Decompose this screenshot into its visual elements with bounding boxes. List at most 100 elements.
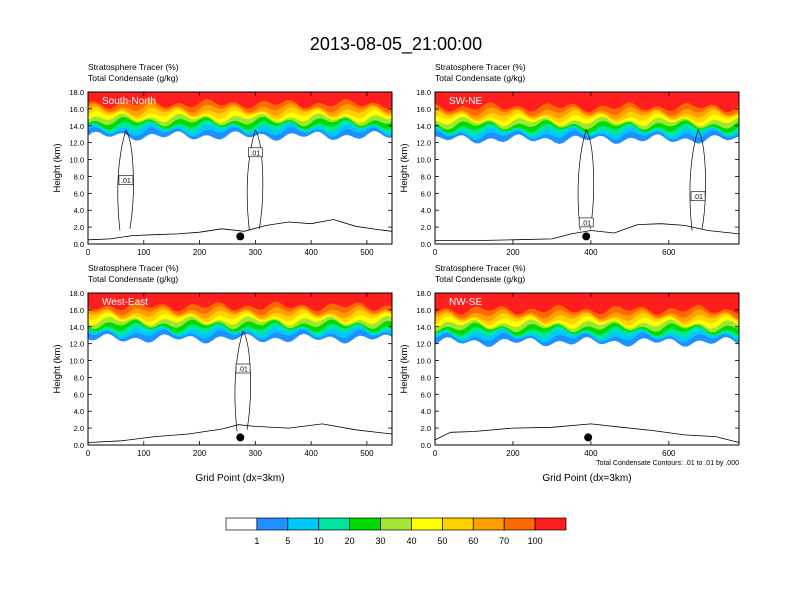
- colorbar-swatch: [411, 517, 443, 531]
- x-tick-label: 500: [360, 248, 374, 257]
- x-tick-label: 0: [433, 449, 438, 458]
- field-label-tracer: Stratosphere Tracer (%): [88, 62, 179, 72]
- y-tick-label: 12.0: [69, 340, 84, 349]
- field-label-tracer: Stratosphere Tracer (%): [435, 263, 526, 273]
- colorbar-label: 60: [468, 536, 478, 546]
- y-tick-label: 6.0: [421, 390, 431, 399]
- location-marker: [582, 232, 591, 241]
- plot-frame: [87, 91, 393, 245]
- panel-nw-se: 0 200 400 600 0.0 2.0 4.0 6.0 8.0 10.0 12.0 14.0 16.…: [399, 263, 740, 484]
- plot-frame: [434, 91, 740, 245]
- panel-south-north: .01 .01 0 100 200 300 400 500 0.0 2.0 4.0 6.0 8.0 10.…: [52, 62, 393, 257]
- y-tick-label: 14.0: [69, 323, 84, 332]
- colorbar-label: 20: [345, 536, 355, 546]
- y-tick-label: 16.0: [69, 306, 84, 315]
- contour-note: Total Condensate Contours: .01 to .01 by…: [596, 460, 739, 467]
- x-tick-label: 0: [433, 248, 438, 257]
- panels: .01 .01 0 100 200 300 400 500 0.0 2.0 4.0 6.0 8.0 10.…: [52, 62, 740, 484]
- y-tick-label: 0.0: [421, 240, 431, 249]
- contour-label: .01: [238, 367, 248, 374]
- y-tick-label: 4.0: [421, 407, 431, 416]
- contour-label: .01: [693, 194, 703, 201]
- x-tick-label: 300: [249, 449, 263, 458]
- tracer-band-top: [88, 92, 392, 99]
- condensate-contour: [117, 129, 134, 231]
- contour-label: .01: [581, 220, 591, 227]
- colorbar-label: 40: [406, 536, 416, 546]
- y-tick-label: 0.0: [421, 441, 431, 450]
- colorbar-swatch: [256, 517, 289, 531]
- location-marker: [584, 433, 593, 442]
- colorbar-swatch: [318, 517, 350, 531]
- contour-label-box: [235, 363, 251, 374]
- colorbar-swatch: [503, 517, 536, 531]
- y-tick-label: 8.0: [74, 172, 84, 181]
- plot-frame: [434, 292, 740, 446]
- x-tick-label: 200: [193, 248, 207, 257]
- colorbar-swatch: [349, 517, 381, 531]
- tracer-field: [435, 293, 739, 347]
- x-tick-label: 300: [249, 248, 263, 257]
- figure-title: 2013-08-05_21:00:00: [310, 34, 482, 55]
- panel-name: South-North: [102, 96, 156, 107]
- colorbar-label: 50: [437, 536, 447, 546]
- x-tick-label: 400: [304, 449, 318, 458]
- panel-name: SW-NE: [449, 96, 482, 107]
- y-axis-label: Height (km): [52, 344, 63, 393]
- y-tick-label: 2.0: [74, 424, 84, 433]
- y-tick-label: 16.0: [416, 105, 431, 114]
- x-axis-label: Grid Point (dx=3km): [195, 473, 284, 484]
- contour-label: .01: [250, 150, 260, 157]
- colorbar-label: 1: [254, 536, 259, 546]
- condensate-contour: [234, 330, 251, 432]
- colorbar-swatch: [472, 517, 505, 531]
- condensate-contour: [246, 129, 264, 231]
- y-tick-label: 0.0: [74, 240, 84, 249]
- field-label-condensate: Total Condensate (g/kg): [88, 274, 178, 284]
- x-tick-label: 600: [662, 248, 676, 257]
- y-tick-label: 8.0: [421, 373, 431, 382]
- y-tick-label: 18.0: [69, 88, 84, 97]
- field-label-condensate: Total Condensate (g/kg): [88, 73, 178, 83]
- y-tick-label: 10.0: [69, 357, 84, 366]
- y-tick-label: 14.0: [69, 122, 84, 131]
- y-tick-label: 6.0: [74, 189, 84, 198]
- contour-label-box: [690, 191, 706, 202]
- y-tick-label: 18.0: [416, 88, 431, 97]
- x-tick-label: 100: [137, 449, 151, 458]
- y-tick-label: 18.0: [416, 289, 431, 298]
- condensate-contour: [577, 129, 595, 231]
- contour-label-box: [578, 217, 594, 228]
- colorbar-label: 70: [499, 536, 509, 546]
- terrain-line: [435, 223, 740, 241]
- panel-sw-ne: .01 .01 0 200 400 600 0.0 2.0 4.0 6.0 8.0 10.0 12.0 1…: [399, 62, 740, 257]
- y-tick-label: 2.0: [74, 223, 84, 232]
- tracer-band-top: [435, 293, 739, 300]
- x-tick-label: 400: [584, 248, 598, 257]
- colorbar-swatch: [225, 517, 258, 531]
- y-tick-label: 16.0: [69, 105, 84, 114]
- x-tick-label: 400: [304, 248, 318, 257]
- panel-name: West-East: [102, 297, 148, 308]
- contour-label-box: [118, 175, 134, 185]
- location-marker: [236, 433, 245, 442]
- x-tick-label: 0: [86, 248, 91, 257]
- y-axis-label: Height (km): [52, 143, 63, 192]
- contour-label-box: [248, 147, 263, 158]
- y-tick-label: 12.0: [416, 139, 431, 148]
- y-axis-label: Height (km): [399, 344, 410, 393]
- colorbar-label: 10: [314, 536, 324, 546]
- y-tick-label: 8.0: [74, 373, 84, 382]
- y-tick-label: 18.0: [69, 289, 84, 298]
- y-tick-label: 6.0: [74, 390, 84, 399]
- y-tick-label: 2.0: [421, 223, 431, 232]
- tracer-field: [435, 92, 739, 144]
- y-tick-label: 14.0: [416, 122, 431, 131]
- y-tick-label: 10.0: [416, 357, 431, 366]
- y-tick-label: 14.0: [416, 323, 431, 332]
- field-label-condensate: Total Condensate (g/kg): [435, 73, 525, 83]
- x-tick-label: 0: [86, 449, 91, 458]
- colorbar-label: 100: [528, 536, 543, 546]
- tracer-field: [88, 293, 392, 344]
